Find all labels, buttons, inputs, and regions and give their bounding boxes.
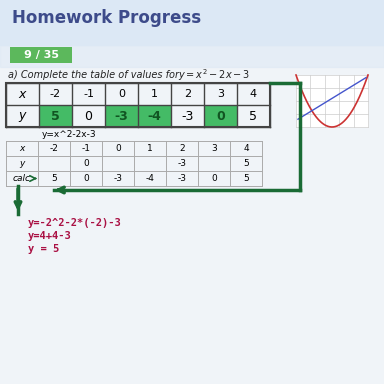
Text: 0: 0 — [118, 89, 125, 99]
Text: 2: 2 — [184, 89, 191, 99]
Bar — [0, 45, 384, 67]
Text: 2: 2 — [179, 144, 185, 153]
Text: -3: -3 — [177, 159, 187, 168]
Text: y=-2^2-2*(-2)-3: y=-2^2-2*(-2)-3 — [28, 218, 122, 228]
Text: 0: 0 — [216, 109, 225, 122]
Text: 4: 4 — [250, 89, 257, 99]
Text: 5: 5 — [51, 109, 60, 122]
Text: a) Complete the table of values for: a) Complete the table of values for — [8, 70, 182, 80]
Text: -2: -2 — [50, 144, 58, 153]
Bar — [296, 75, 368, 127]
Text: 0: 0 — [83, 174, 89, 183]
Text: y=4+4-3: y=4+4-3 — [28, 231, 72, 241]
Text: 5: 5 — [250, 109, 258, 122]
Text: calc: calc — [13, 174, 31, 183]
Text: 0: 0 — [115, 144, 121, 153]
Text: x: x — [19, 88, 26, 101]
Bar — [205, 106, 236, 126]
Bar — [0, 0, 384, 45]
Text: 5: 5 — [243, 159, 249, 168]
Text: 0: 0 — [84, 109, 93, 122]
Text: y = 5: y = 5 — [28, 244, 59, 254]
Text: y=x^2-2x-3: y=x^2-2x-3 — [42, 130, 97, 139]
Bar — [6, 83, 270, 127]
Text: 5: 5 — [243, 174, 249, 183]
Text: -3: -3 — [177, 174, 187, 183]
Text: -4: -4 — [146, 174, 154, 183]
Text: $y = x^2 - 2x - 3$: $y = x^2 - 2x - 3$ — [178, 67, 250, 83]
Text: -1: -1 — [83, 89, 94, 99]
Text: -2: -2 — [50, 89, 61, 99]
Text: 9 / 35: 9 / 35 — [23, 50, 58, 60]
Text: -3: -3 — [181, 109, 194, 122]
Bar — [139, 106, 170, 126]
Text: 1: 1 — [151, 89, 158, 99]
Text: 3: 3 — [211, 144, 217, 153]
Text: -3: -3 — [115, 109, 128, 122]
Bar — [10, 47, 72, 63]
Text: 3: 3 — [217, 89, 224, 99]
Text: -4: -4 — [147, 109, 161, 122]
Text: y: y — [19, 109, 26, 122]
Text: 4: 4 — [243, 144, 249, 153]
Text: 5: 5 — [51, 174, 57, 183]
Text: x: x — [19, 144, 25, 153]
Text: Homework Progress: Homework Progress — [12, 9, 201, 27]
Text: 0: 0 — [83, 159, 89, 168]
Text: -3: -3 — [114, 174, 122, 183]
Bar — [40, 106, 71, 126]
Text: -1: -1 — [81, 144, 91, 153]
Text: 1: 1 — [147, 144, 153, 153]
Text: 0: 0 — [211, 174, 217, 183]
Bar — [106, 106, 137, 126]
Text: y: y — [19, 159, 25, 168]
